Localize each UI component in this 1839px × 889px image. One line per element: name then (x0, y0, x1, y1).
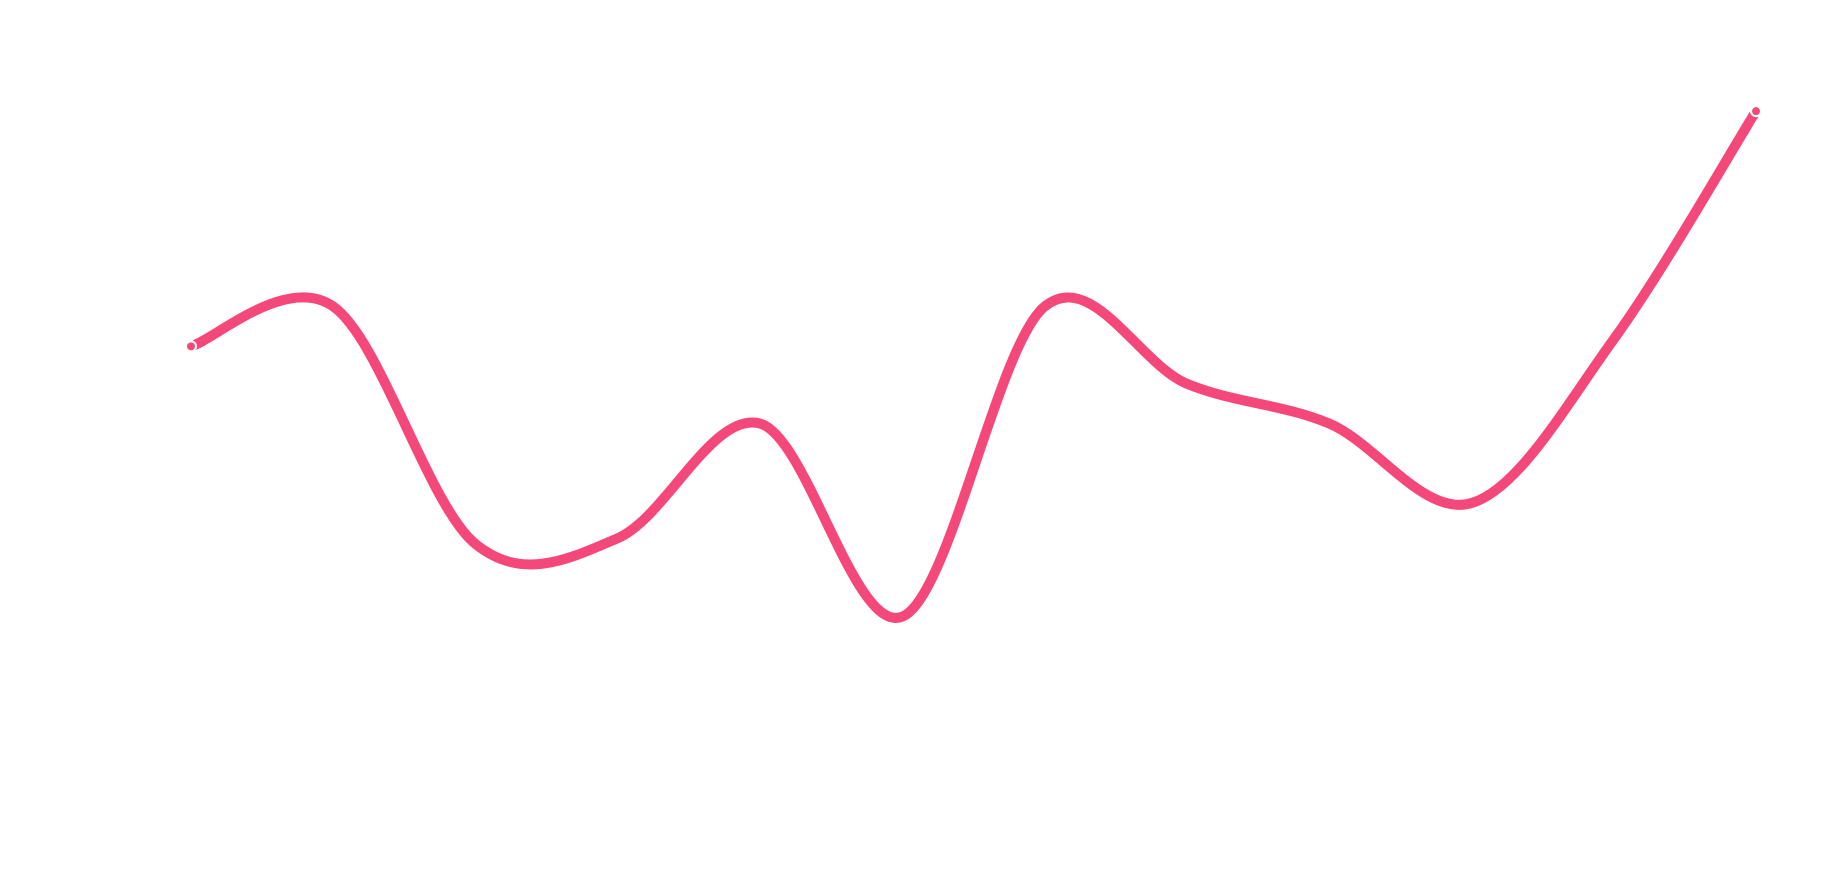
data-line (186, 106, 1761, 623)
end-point (1750, 105, 1762, 118)
end-point (185, 340, 197, 353)
